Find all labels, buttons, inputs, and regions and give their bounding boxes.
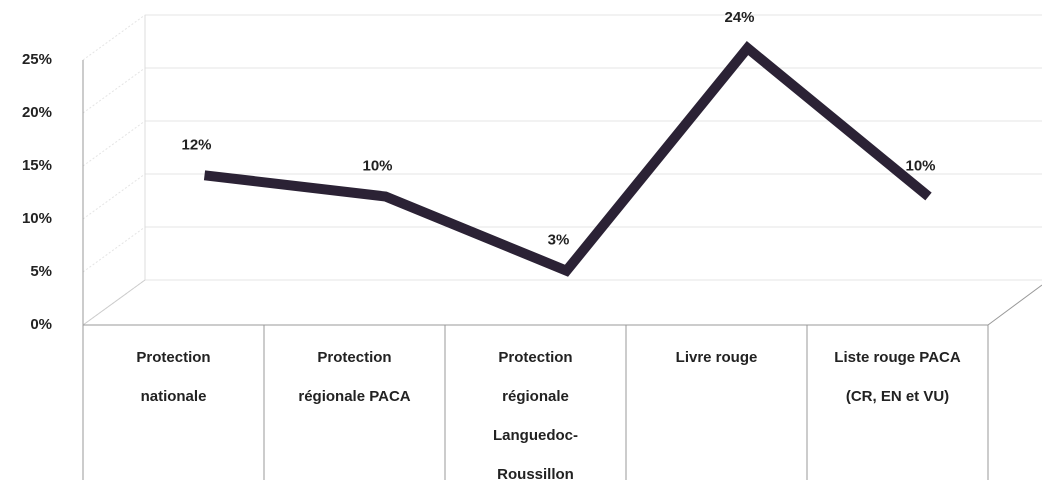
side-grid-line [82, 14, 146, 61]
x-category-label: Protection nationale [136, 349, 211, 405]
x-category-label: Livre rouge [675, 349, 758, 366]
data-label: 10% [362, 157, 392, 174]
y-tick-label: 0% [30, 316, 52, 333]
side-grid-line [82, 173, 146, 220]
side-grid-line [82, 67, 146, 114]
y-tick-label: 25% [22, 51, 52, 68]
y-tick-label: 10% [22, 210, 52, 227]
floor-left [82, 279, 146, 326]
x-category-label: Protection régionale PACA [298, 349, 411, 405]
data-label: 24% [724, 9, 754, 26]
y-tick-label: 15% [22, 157, 52, 174]
data-label: 3% [548, 232, 570, 249]
side-grid-line [82, 120, 146, 167]
floor-right [987, 284, 1042, 326]
data-label: 10% [905, 157, 935, 174]
y-tick-label: 20% [22, 104, 52, 121]
x-category-label: Liste rouge PACA (CR, EN et VU) [834, 349, 961, 405]
data-label: 12% [181, 136, 211, 153]
data-line [203, 41, 932, 277]
side-grid-line [82, 226, 146, 273]
y-tick-label: 5% [30, 263, 52, 280]
x-category-label: Protection régionale Languedoc-Roussillo… [493, 349, 578, 480]
